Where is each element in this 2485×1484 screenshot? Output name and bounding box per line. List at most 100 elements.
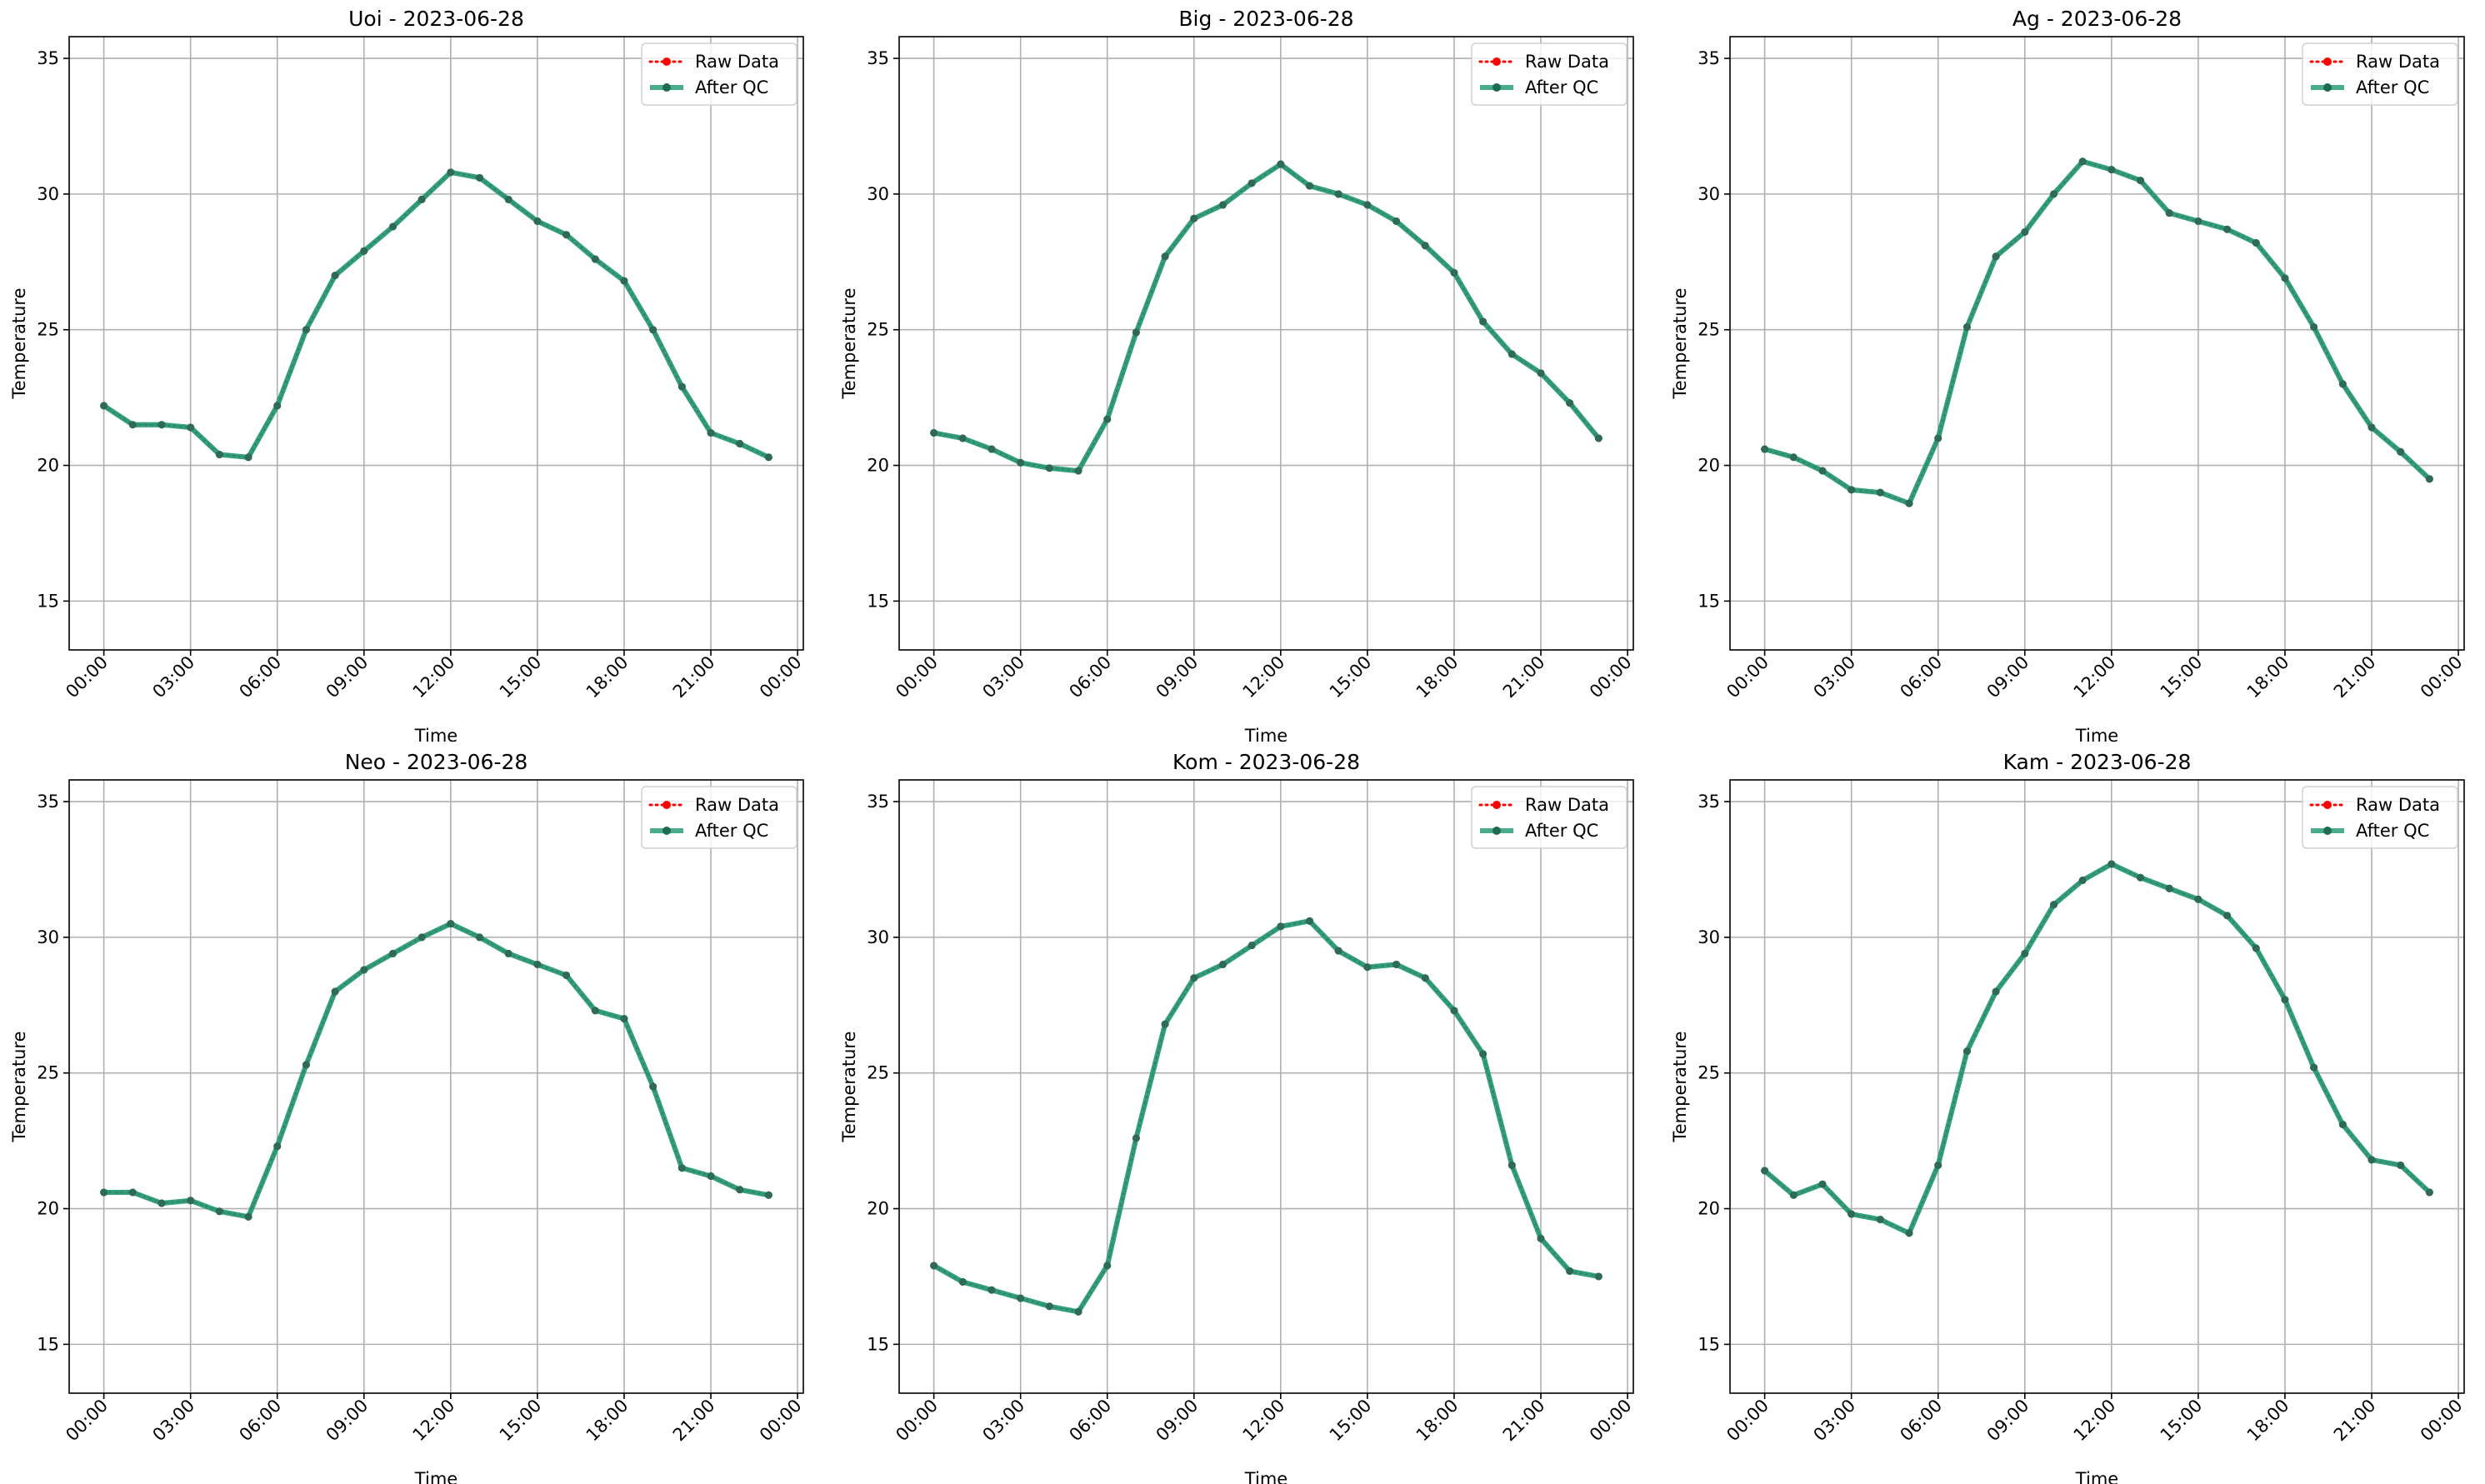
data-point xyxy=(1537,1234,1545,1242)
data-point xyxy=(1045,1302,1053,1311)
legend-after-qc-marker xyxy=(1492,827,1501,835)
legend: Raw Data After QC xyxy=(641,786,798,849)
axes-frame xyxy=(1729,779,2465,1394)
grid xyxy=(899,37,1633,650)
x-tick-label: 00:00 xyxy=(62,652,112,702)
y-tick-label: 30 xyxy=(37,927,59,947)
raw-data-line-overlay xyxy=(103,171,769,458)
data-point xyxy=(533,217,542,225)
data-point xyxy=(649,326,658,334)
data-point xyxy=(418,195,426,203)
y-tick-label: 35 xyxy=(37,48,59,68)
data-point xyxy=(1761,1167,1769,1175)
x-tick-label: 09:00 xyxy=(1983,652,2033,702)
grid xyxy=(69,780,803,1393)
x-tick-label: 15:00 xyxy=(2157,1396,2207,1446)
y-tick-label: 30 xyxy=(1698,927,1720,947)
grid xyxy=(1730,780,2464,1393)
data-point xyxy=(2425,475,2433,483)
data-point xyxy=(360,247,368,255)
data-point xyxy=(302,326,310,334)
data-point xyxy=(707,428,715,437)
data-point xyxy=(533,960,542,968)
data-point xyxy=(2049,901,2058,909)
data-point xyxy=(504,195,512,203)
y-tick-label: 20 xyxy=(37,1199,59,1219)
y-axis-label: Temperature xyxy=(1670,287,1690,399)
data-point xyxy=(2425,1188,2433,1197)
legend-raw-data-marker xyxy=(1492,801,1501,809)
x-tick-label: 21:00 xyxy=(1499,652,1549,702)
raw-data-series xyxy=(1761,860,2433,1237)
after-qc-series xyxy=(100,168,772,462)
data-point xyxy=(2078,876,2087,884)
chart-panel: 15 20 25 30 35 00:00 03:00 06:00 09:00 12:00 15:00… xyxy=(1670,750,2467,1484)
data-point xyxy=(930,428,938,437)
data-point xyxy=(2108,166,2116,174)
data-point xyxy=(2137,873,2145,882)
x-tick-label: 09:00 xyxy=(1983,1396,2033,1446)
x-tick-label: 03:00 xyxy=(1809,1396,1859,1446)
data-point xyxy=(2397,447,2405,456)
data-point xyxy=(331,272,339,280)
data-point xyxy=(620,277,628,285)
axes-frame xyxy=(68,779,804,1394)
data-point xyxy=(1017,458,1025,467)
data-point xyxy=(1594,434,1602,442)
data-point xyxy=(988,445,996,453)
x-tick-label: 00:00 xyxy=(1722,1396,1772,1446)
x-axis-label: Time xyxy=(1244,726,1288,746)
x-axis-label: Time xyxy=(414,726,458,746)
after-qc-series xyxy=(100,920,772,1221)
after-qc-line xyxy=(1762,158,2432,507)
chart-title: Ag - 2023-06-28 xyxy=(2012,7,2182,31)
x-tick-label: 03:00 xyxy=(978,1396,1028,1446)
data-point xyxy=(1045,464,1053,472)
legend-after-qc-marker xyxy=(662,827,671,835)
data-point xyxy=(2165,884,2173,892)
data-point xyxy=(678,382,686,391)
data-point xyxy=(1363,963,1372,972)
data-point xyxy=(187,423,195,432)
data-point xyxy=(2338,380,2347,388)
x-tick-label: 18:00 xyxy=(1412,1396,1462,1446)
y-tick-label: 20 xyxy=(867,456,889,476)
y-tick-label: 15 xyxy=(1698,591,1720,611)
y-tick-label: 35 xyxy=(867,48,889,68)
x-tick-label: 12:00 xyxy=(1239,652,1289,702)
legend-raw-data-label: Raw Data xyxy=(695,52,779,72)
data-point xyxy=(1450,268,1458,277)
data-point xyxy=(100,402,108,410)
legend-after-qc-label: After QC xyxy=(2356,77,2429,97)
data-point xyxy=(2397,1161,2405,1169)
x-tick-label: 15:00 xyxy=(2157,652,2207,702)
data-point xyxy=(1594,1272,1602,1281)
data-point xyxy=(1334,947,1342,955)
axes-frame xyxy=(898,36,1634,651)
legend-raw-data-marker xyxy=(1492,57,1501,66)
data-point xyxy=(1848,486,1856,494)
data-point xyxy=(504,949,512,957)
data-point xyxy=(1992,252,2000,261)
after-qc-line-overlay xyxy=(102,169,770,460)
y-tick-label: 25 xyxy=(867,1063,889,1083)
data-point xyxy=(1508,350,1516,358)
y-tick-label: 35 xyxy=(1698,792,1720,812)
x-tick-label: 00:00 xyxy=(1586,1396,1636,1446)
raw-data-line xyxy=(1763,160,2431,506)
data-point xyxy=(388,222,397,231)
after-qc-line-overlay xyxy=(1763,158,2432,507)
chart-title: Kam - 2023-06-28 xyxy=(2003,750,2192,774)
x-tick-label: 12:00 xyxy=(2070,652,2120,702)
y-tick-label: 20 xyxy=(867,1199,889,1219)
data-point xyxy=(244,1212,252,1221)
data-point xyxy=(1818,1180,1827,1188)
y-tick-label: 35 xyxy=(867,792,889,812)
data-point xyxy=(1074,1307,1082,1316)
x-tick-label: 21:00 xyxy=(2330,1396,2380,1446)
data-point xyxy=(1876,488,1884,497)
y-axis-label: Temperature xyxy=(839,287,859,399)
data-point xyxy=(360,966,368,974)
data-point xyxy=(215,1207,223,1216)
y-tick-label: 35 xyxy=(37,792,59,812)
